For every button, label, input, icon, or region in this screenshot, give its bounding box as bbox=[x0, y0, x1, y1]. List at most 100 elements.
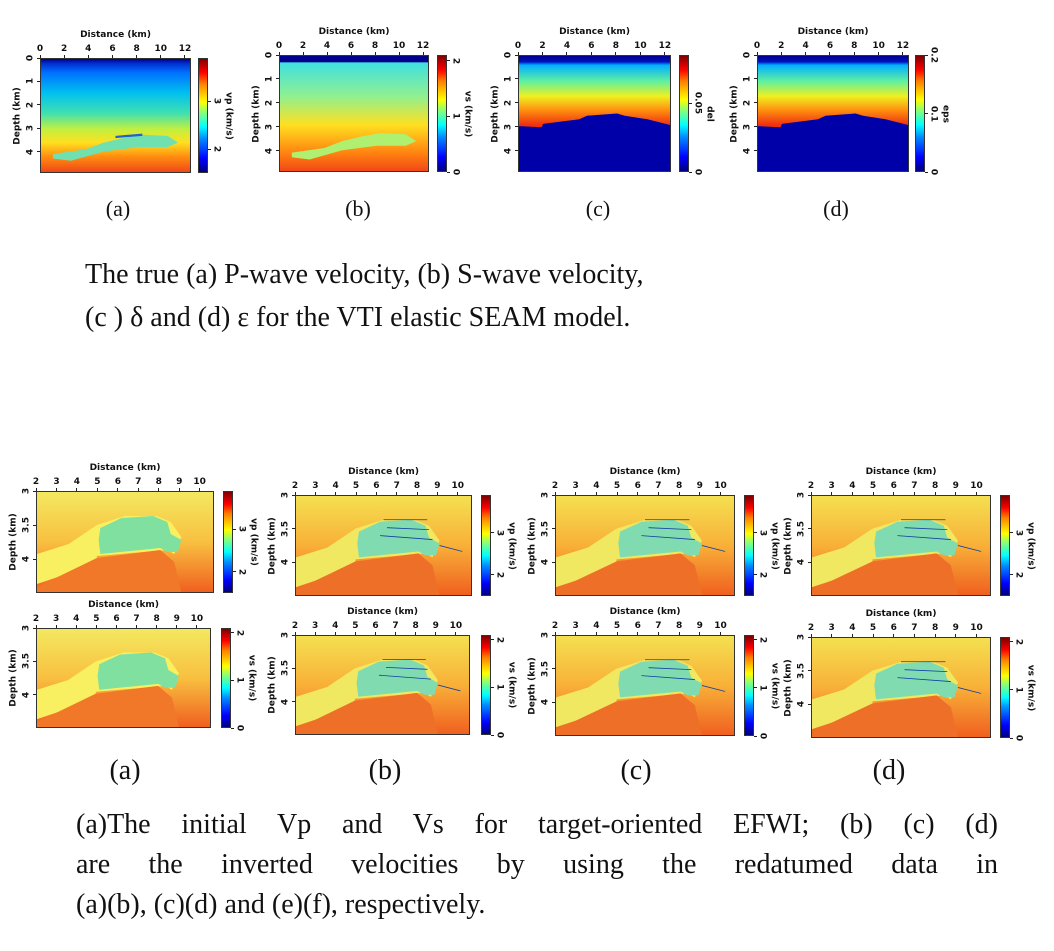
x-tick-label: 10 bbox=[193, 477, 206, 487]
y-tick-label: 3 bbox=[796, 491, 807, 499]
x-tick-mark bbox=[398, 52, 400, 55]
x-tick-label: 12 bbox=[178, 44, 192, 54]
x-tick-label: 8 bbox=[931, 481, 939, 491]
colorbar-tick-mark bbox=[447, 171, 450, 173]
x-tick-label: 6 bbox=[109, 44, 116, 54]
y-tick-mark bbox=[808, 670, 811, 672]
x-tick-mark bbox=[853, 52, 855, 55]
y-tick-mark bbox=[33, 627, 36, 629]
colorbar-tick-label: 2 bbox=[236, 568, 247, 575]
x-tick-label: 6 bbox=[113, 614, 120, 624]
x-tick-mark bbox=[196, 625, 198, 628]
vs-inverted-c-panel bbox=[555, 635, 735, 736]
colorbar-tick-label: 2 bbox=[494, 636, 505, 643]
x-tick-mark bbox=[720, 492, 722, 495]
x-tick-mark bbox=[829, 52, 831, 55]
sublabel-c-bottom: (c) bbox=[620, 755, 652, 786]
colorbar-tick-mark bbox=[754, 574, 757, 576]
y-tick-label: 2 bbox=[742, 99, 753, 106]
y-tick-label: 1 bbox=[503, 75, 514, 83]
x-tick-mark bbox=[851, 492, 853, 495]
x-tick-label: 3 bbox=[828, 623, 835, 633]
x-tick-mark bbox=[87, 55, 89, 58]
colorbar-tick-mark bbox=[754, 532, 757, 534]
y-tick-mark bbox=[808, 528, 811, 530]
heatmap-image bbox=[37, 629, 210, 727]
x-tick-mark bbox=[436, 492, 438, 495]
colorbar-title: vp (km/s) bbox=[1025, 521, 1036, 570]
sublabel-c-top: (c) bbox=[585, 196, 611, 221]
x-tick-mark bbox=[590, 52, 592, 55]
colorbar-title: del bbox=[704, 105, 715, 122]
heatmap-image bbox=[812, 496, 990, 595]
y-tick-label: 3.5 bbox=[21, 517, 32, 533]
x-tick-mark bbox=[678, 632, 680, 635]
colorbar-tick-mark bbox=[491, 639, 494, 641]
x-tick-label: 2 bbox=[299, 41, 307, 51]
x-tick-mark bbox=[595, 492, 597, 495]
y-tick-label: 3.5 bbox=[21, 653, 32, 670]
x-axis-title: Distance (km) bbox=[88, 600, 159, 610]
sublabel-d-top: (d) bbox=[823, 196, 849, 221]
x-tick-mark bbox=[39, 55, 41, 58]
x-tick-label: 10 bbox=[714, 481, 727, 491]
y-tick-label: 4 bbox=[503, 147, 514, 154]
colorbar-tick-label: 0 bbox=[692, 168, 703, 176]
x-tick-mark bbox=[616, 632, 618, 635]
x-tick-label: 6 bbox=[890, 623, 897, 633]
x-tick-label: 10 bbox=[714, 621, 727, 631]
colorbar-tick-mark bbox=[447, 115, 450, 117]
colorbar bbox=[481, 495, 491, 596]
colorbar-tick-label: 2 bbox=[211, 145, 222, 153]
vp-inverted-c-panel bbox=[555, 495, 735, 596]
y-tick-label: 3 bbox=[742, 123, 753, 130]
y-tick-mark bbox=[33, 490, 36, 492]
x-tick-mark bbox=[657, 632, 659, 635]
x-axis-title: Distance (km) bbox=[89, 463, 161, 473]
x-tick-label: 0 bbox=[36, 44, 44, 54]
y-tick-label: 4 bbox=[796, 559, 807, 566]
y-tick-mark bbox=[37, 104, 40, 106]
y-tick-mark bbox=[552, 494, 555, 496]
x-tick-label: 2 bbox=[551, 481, 559, 491]
x-tick-label: 10 bbox=[970, 481, 983, 491]
x-tick-label: 8 bbox=[155, 477, 162, 487]
x-tick-mark bbox=[913, 492, 915, 495]
colorbar-title: eps bbox=[940, 104, 951, 123]
colorbar-tick-label: 3 bbox=[211, 97, 222, 105]
colorbar-tick-mark bbox=[231, 632, 234, 634]
heatmap-image bbox=[556, 636, 734, 735]
x-tick-mark bbox=[355, 492, 357, 495]
x-tick-mark bbox=[878, 52, 880, 55]
x-tick-mark bbox=[416, 492, 418, 495]
colorbar-tick-label: 0.05 bbox=[692, 92, 703, 115]
y-tick-mark bbox=[515, 126, 518, 128]
vs-inverted-d-panel bbox=[811, 637, 991, 738]
sublabel-d-bottom: (d) bbox=[872, 755, 906, 786]
colorbar-tick-mark bbox=[754, 639, 757, 641]
x-tick-mark bbox=[422, 52, 424, 55]
x-axis-title: Distance (km) bbox=[559, 27, 630, 37]
colorbar bbox=[1000, 495, 1010, 596]
x-tick-label: 3 bbox=[52, 614, 60, 624]
top-caption-line-1: The true (a) P-wave velocity, (b) S-wave… bbox=[85, 259, 644, 290]
sublabel-b-top: (b) bbox=[345, 196, 371, 221]
x-tick-label: 6 bbox=[114, 477, 121, 487]
y-tick-mark bbox=[37, 127, 40, 129]
colorbar-tick-label: 0 bbox=[1013, 734, 1024, 742]
x-tick-label: 0 bbox=[275, 41, 283, 51]
x-tick-label: 4 bbox=[73, 614, 80, 624]
colorbar-title: vs (km/s) bbox=[1025, 664, 1036, 711]
colorbar-tick-label: 1 bbox=[234, 677, 245, 684]
x-tick-label: 12 bbox=[896, 41, 910, 51]
x-tick-mark bbox=[976, 492, 978, 495]
colorbar-tick-mark bbox=[231, 727, 234, 729]
colorbar-title: vs (km/s) bbox=[462, 90, 473, 137]
colorbar-tick-mark bbox=[1010, 574, 1013, 576]
x-tick-label: 9 bbox=[432, 621, 439, 631]
y-tick-mark bbox=[515, 150, 518, 151]
colorbar-tick-mark bbox=[208, 148, 211, 150]
x-tick-mark bbox=[554, 632, 556, 635]
y-tick-mark bbox=[37, 151, 40, 153]
y-tick-label: 0 bbox=[264, 51, 275, 59]
